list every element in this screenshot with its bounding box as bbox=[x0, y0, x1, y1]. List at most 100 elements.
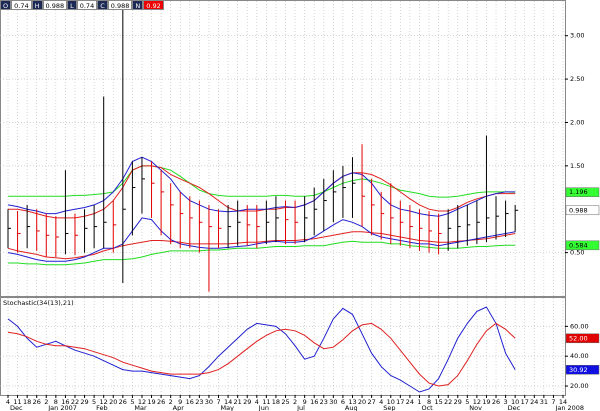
band-line bbox=[7, 156, 516, 217]
header-key: H bbox=[31, 0, 43, 10]
x-tick-label: 4 bbox=[379, 398, 383, 406]
x-tick-label: 2 bbox=[293, 398, 297, 406]
x-tick-label: 16 bbox=[61, 398, 69, 406]
x-tick-label: 18 bbox=[23, 398, 31, 406]
x-tick-label: 26 bbox=[33, 398, 41, 406]
x-month-label: Jun bbox=[258, 404, 269, 411]
stochastic-title: Stochastic(34(13),21) bbox=[3, 299, 74, 307]
header-key: C bbox=[97, 0, 108, 10]
x-tick-label: 2 bbox=[169, 398, 173, 406]
x-tick-label: 4 bbox=[6, 398, 10, 406]
value-marker bbox=[565, 333, 600, 344]
x-tick-label: 29 bbox=[243, 398, 251, 406]
x-tick-label: 12 bbox=[138, 398, 146, 406]
x-tick-label: 21 bbox=[234, 398, 242, 406]
value-marker-label: 52.00 bbox=[569, 334, 588, 342]
x-month-label: Jul bbox=[296, 404, 305, 411]
y-tick-label: 20.00 bbox=[570, 382, 589, 390]
value-marker bbox=[565, 187, 600, 197]
x-tick-label: 30 bbox=[329, 398, 337, 406]
header-value: 0.74 bbox=[76, 0, 98, 10]
y-tick-label: 0.50 bbox=[570, 249, 584, 257]
y-tick-label: 2.00 bbox=[570, 118, 584, 126]
band-line bbox=[8, 165, 516, 219]
x-tick-label: 7 bbox=[551, 398, 555, 406]
price-panel bbox=[0, 0, 566, 297]
band-line bbox=[7, 231, 516, 260]
x-month-label: Dec bbox=[10, 404, 23, 411]
x-tick-label: 26 bbox=[157, 398, 165, 406]
x-month-label: Sep bbox=[383, 404, 395, 411]
x-tick-label: 22 bbox=[71, 398, 79, 406]
band-line bbox=[7, 217, 516, 262]
y-tick-label: 40.00 bbox=[570, 352, 589, 360]
y-tick-label: 2.50 bbox=[570, 75, 584, 83]
header-key: N bbox=[132, 0, 144, 10]
x-month-label: Aug bbox=[345, 404, 358, 411]
x-tick-label: 5 bbox=[92, 398, 96, 406]
stochastic-line bbox=[7, 306, 516, 393]
x-tick-label: 17 bbox=[521, 398, 529, 406]
x-tick-label: 22 bbox=[444, 398, 452, 406]
x-tick-label: 9 bbox=[303, 398, 307, 406]
x-tick-label: 9 bbox=[178, 398, 182, 406]
value-marker-label: 0.988 bbox=[569, 206, 588, 214]
x-tick-label: 6 bbox=[341, 398, 345, 406]
stochastic-line bbox=[7, 322, 516, 387]
x-tick-label: 11 bbox=[13, 398, 21, 406]
x-tick-label: 3 bbox=[504, 398, 508, 406]
x-month-label: May bbox=[221, 404, 235, 411]
x-tick-label: 5 bbox=[465, 398, 469, 406]
x-tick-label: 26 bbox=[119, 398, 127, 406]
stochastic-panel bbox=[0, 297, 566, 396]
x-tick-label: 4 bbox=[255, 398, 259, 406]
x-tick-label: 16 bbox=[186, 398, 194, 406]
y-tick-label: 60.00 bbox=[570, 322, 589, 330]
x-tick-label: 19 bbox=[482, 398, 490, 406]
header-value: 0.988 bbox=[107, 0, 133, 10]
x-tick-label: 10 bbox=[387, 398, 395, 406]
x-tick-label: 12 bbox=[100, 398, 108, 406]
x-tick-label: 12 bbox=[473, 398, 481, 406]
x-month-label: Feb bbox=[96, 404, 108, 411]
header-value: 0.92 bbox=[143, 0, 164, 10]
x-tick-label: 23 bbox=[195, 398, 203, 406]
x-tick-label: 8 bbox=[54, 398, 58, 406]
x-tick-label: 20 bbox=[358, 398, 366, 406]
band-line bbox=[8, 240, 516, 266]
x-month-label: Nov bbox=[469, 404, 482, 411]
x-tick-label: 17 bbox=[396, 398, 404, 406]
x-tick-label: 24 bbox=[530, 398, 538, 406]
x-tick-label: 26 bbox=[492, 398, 500, 406]
x-tick-label: 15 bbox=[434, 398, 442, 406]
band-line bbox=[8, 165, 516, 198]
x-tick-label: 14 bbox=[224, 398, 232, 406]
x-tick-label: 31 bbox=[540, 398, 548, 406]
value-marker-label: 30.92 bbox=[569, 366, 588, 374]
x-tick-label: 19 bbox=[147, 398, 155, 406]
y-tick-label: 1.50 bbox=[570, 162, 584, 170]
x-tick-label: 1 bbox=[417, 398, 421, 406]
y-tick-label: 3.00 bbox=[570, 32, 584, 40]
x-month-label: Mar bbox=[134, 404, 147, 411]
x-tick-label: 14 bbox=[559, 398, 567, 406]
x-tick-label: 29 bbox=[80, 398, 88, 406]
x-tick-label: 29 bbox=[454, 398, 462, 406]
x-tick-label: 23 bbox=[320, 398, 328, 406]
x-tick-label: 24 bbox=[406, 398, 414, 406]
x-month-label: Dec bbox=[508, 404, 521, 411]
x-tick-label: 30 bbox=[205, 398, 213, 406]
x-tick-label: 10 bbox=[511, 398, 519, 406]
x-month-label: Apr bbox=[173, 404, 185, 411]
header-value: 0.74 bbox=[11, 0, 32, 10]
x-tick-label: 13 bbox=[348, 398, 356, 406]
x-tick-label: 11 bbox=[262, 398, 270, 406]
x-tick-label: 2 bbox=[44, 398, 48, 406]
x-month-label: Jan 2007 bbox=[47, 404, 77, 411]
value-marker bbox=[565, 205, 600, 216]
x-tick-label: 27 bbox=[367, 398, 375, 406]
value-marker-label: 1.196 bbox=[569, 188, 588, 196]
x-tick-label: 25 bbox=[281, 398, 289, 406]
x-tick-label: 8 bbox=[427, 398, 431, 406]
